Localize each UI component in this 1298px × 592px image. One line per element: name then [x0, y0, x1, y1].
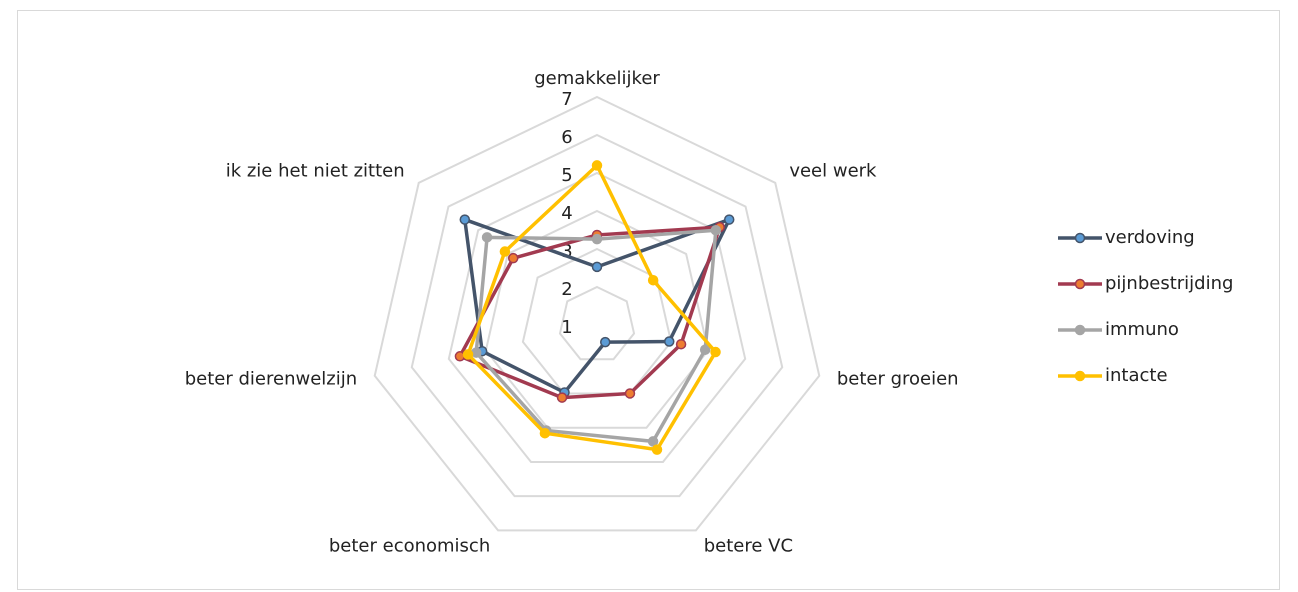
data-point — [591, 261, 603, 273]
data-point — [556, 392, 568, 403]
data-point — [499, 246, 511, 257]
grid-ring — [558, 285, 636, 361]
axis-label: beter dierenwelzijn — [185, 369, 357, 390]
series-line — [466, 163, 718, 452]
data-point — [459, 214, 471, 225]
axis-label: veel werk — [789, 161, 877, 182]
legend-label: immuno — [1105, 319, 1179, 340]
data-point — [462, 349, 474, 360]
chart-frame — [17, 10, 1280, 590]
radial-tick-label: 6 — [561, 127, 572, 148]
data-point — [507, 252, 519, 264]
data-point — [663, 336, 675, 347]
data-point — [481, 232, 493, 243]
grid-ring — [447, 171, 747, 463]
legend-label: verdoving — [1105, 227, 1195, 248]
series-line — [474, 228, 718, 444]
radial-tick-label: 1 — [561, 317, 572, 338]
data-point — [647, 274, 659, 286]
data-point — [591, 233, 603, 245]
data-point — [591, 160, 603, 171]
axis-label: beter groeien — [837, 369, 959, 390]
radial-tick-label: 5 — [561, 165, 572, 186]
axis-label: gemakkelijker — [534, 68, 660, 89]
axis-label: ik zie het niet zitten — [226, 161, 405, 182]
data-point — [647, 436, 659, 447]
data-point — [624, 388, 636, 399]
radial-tick-label: 2 — [561, 279, 572, 300]
data-point — [675, 338, 687, 350]
legend-marker — [1074, 278, 1086, 290]
legend-marker — [1074, 232, 1086, 244]
data-point — [599, 336, 611, 348]
axis-label: beter economisch — [329, 536, 490, 557]
data-point — [710, 346, 721, 358]
grid-ring — [410, 133, 784, 498]
series-line — [463, 217, 731, 395]
grid-ring — [373, 95, 821, 532]
data-point — [710, 224, 722, 236]
legend-label: intacte — [1105, 365, 1168, 386]
grid-ring — [484, 209, 710, 429]
data-point — [699, 344, 711, 355]
axis-label: betere VC — [704, 536, 793, 557]
data-point — [723, 214, 735, 225]
legend-marker — [1074, 370, 1086, 382]
data-point — [539, 427, 551, 439]
radial-tick-label: 3 — [561, 241, 572, 262]
data-point — [651, 444, 663, 455]
radial-tick-label: 7 — [561, 89, 572, 110]
legend-label: pijnbestrijding — [1105, 273, 1233, 294]
legend-marker — [1074, 324, 1086, 336]
radial-tick-label: 4 — [561, 203, 572, 224]
